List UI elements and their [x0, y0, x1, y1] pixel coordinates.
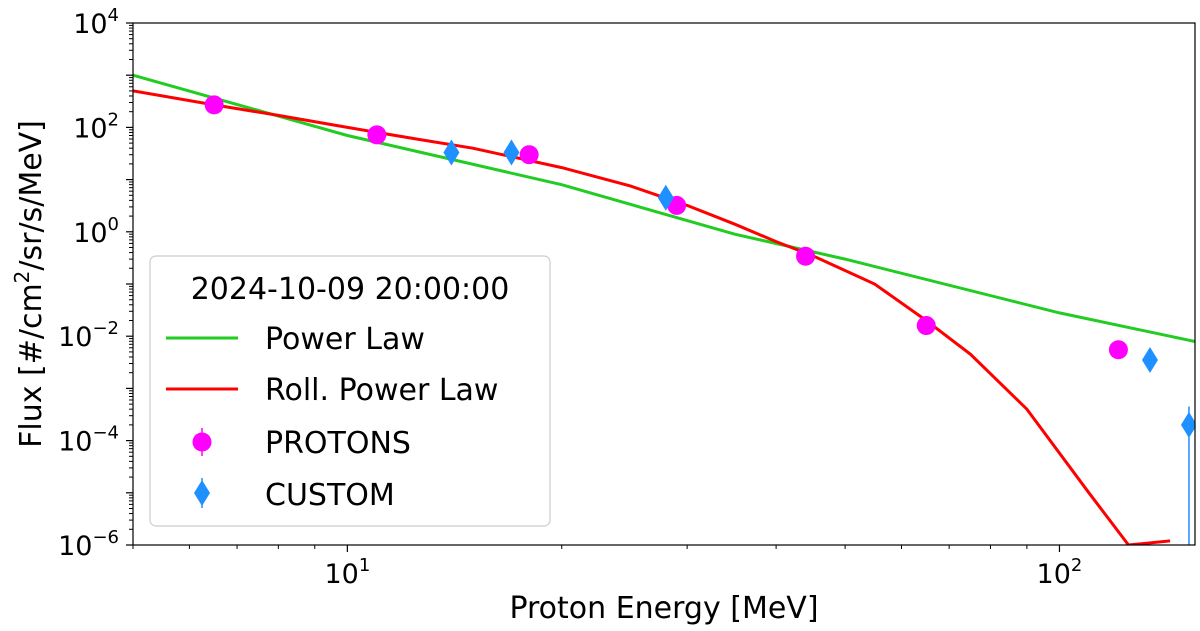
power-law-line [133, 73, 1195, 343]
y-tick-label: 10−2 [58, 318, 119, 353]
y-tick-label: 10−6 [58, 527, 119, 562]
legend-title: 2024-10-09 20:00:00 [191, 272, 510, 307]
protons-point [796, 246, 816, 266]
protons-point [916, 316, 936, 336]
custom-point [657, 184, 674, 211]
custom-point [1141, 346, 1158, 373]
x-tick-label: 102 [1037, 555, 1083, 590]
y-tick-label: 10−4 [58, 423, 119, 458]
y-tick-label: 104 [73, 5, 119, 40]
y-axis-label-main: Flux [#/cm [14, 283, 49, 448]
legend: 2024-10-09 20:00:00 Power Law Roll. Powe… [149, 255, 551, 527]
protons-point [1108, 340, 1128, 360]
y-axis-label-rest: /sr/s/MeV] [14, 120, 49, 270]
y-tick-label: 100 [73, 214, 119, 249]
legend-box [149, 255, 551, 527]
y-tick-label: 102 [73, 109, 119, 144]
custom-point [1180, 411, 1195, 438]
y-axis-label: Flux [#/cm2/sr/s/MeV] [10, 120, 49, 448]
custom-point [503, 139, 520, 166]
protons-point [367, 125, 387, 145]
legend-custom-marker [194, 480, 210, 506]
legend-roll-power-law-label: Roll. Power Law [265, 373, 498, 408]
protons-point [519, 145, 539, 165]
protons-point [204, 95, 224, 115]
custom-point [443, 139, 460, 166]
legend-custom-label: CUSTOM [265, 478, 395, 513]
legend-protons-label: PROTONS [265, 426, 411, 461]
y-axis-label-sup: 2 [10, 271, 34, 284]
roll-power-law-line [133, 89, 1171, 545]
x-tick-label: 101 [324, 555, 370, 590]
legend-protons-marker [192, 432, 212, 452]
legend-power-law-label: Power Law [265, 322, 425, 357]
x-axis-label: Proton Energy [MeV] [509, 591, 818, 626]
